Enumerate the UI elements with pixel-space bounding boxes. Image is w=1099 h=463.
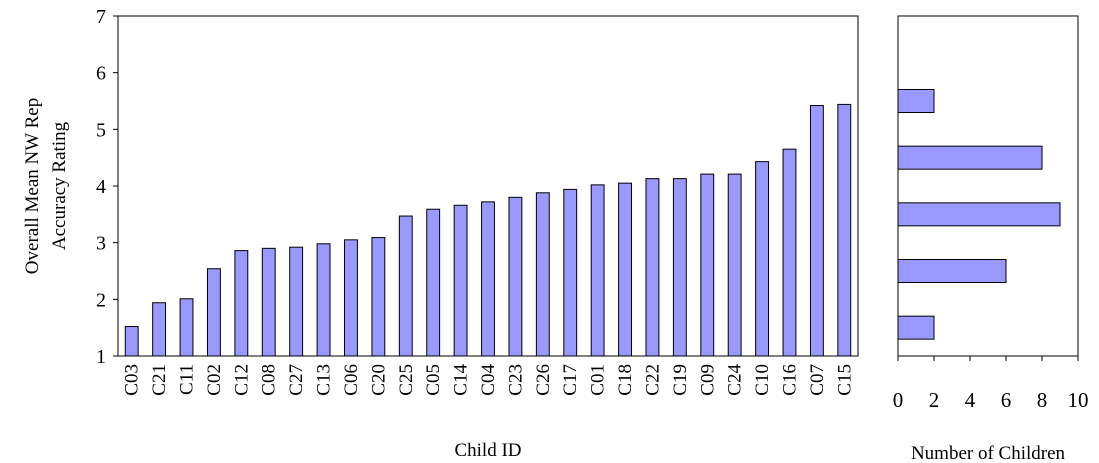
bar: [837, 103, 852, 357]
bar: [755, 161, 770, 357]
bar: [645, 178, 660, 357]
bar: [152, 302, 167, 357]
histogram-bar: [897, 145, 1043, 170]
x-tick-label: C08: [259, 364, 280, 396]
x-tick-label: C16: [779, 364, 800, 396]
bar: [261, 247, 276, 357]
histogram-x-tick-label: 6: [1001, 388, 1012, 412]
bar: [344, 239, 358, 357]
histogram-x-axis-label: Number of Children: [911, 443, 1066, 463]
x-tick-label: C09: [697, 364, 718, 396]
y-tick-label: 2: [96, 289, 106, 311]
x-tick-label: C03: [122, 364, 143, 396]
x-tick-label: C24: [725, 364, 746, 396]
x-tick-label: C26: [533, 364, 554, 396]
bar: [234, 250, 249, 357]
histogram-panel: 0 2 4 6 8 10 Number of Children: [893, 15, 1089, 463]
x-tick-label: C19: [670, 364, 691, 396]
x-tick-label: C02: [204, 364, 225, 396]
bar-chart-panel: 1 2 3 4 5 6 7 C03 C21 C11 C02 C12 C08 C27 C13 C06 C20 C2…: [22, 6, 859, 461]
histogram-x-tick-label: 10: [1068, 388, 1089, 412]
bar: [179, 298, 194, 357]
bar: [672, 178, 687, 357]
x-tick-label: C10: [752, 364, 773, 396]
bar-series: [124, 103, 852, 357]
x-tick-label: C04: [478, 364, 499, 396]
bar: [453, 204, 468, 357]
bar: [508, 196, 523, 357]
y-axis-label-line-1: Overall Mean NW Rep: [22, 98, 43, 274]
x-tick-label: C05: [423, 364, 444, 396]
x-tick-label: C07: [807, 364, 828, 396]
histogram-bar: [897, 202, 1061, 227]
bar: [535, 192, 550, 357]
histogram-x-axis-ticks: 0 2 4 6 8 10: [893, 356, 1089, 412]
y-tick-label: 1: [96, 346, 106, 368]
bar: [371, 237, 386, 357]
y-tick-label: 5: [96, 119, 106, 141]
x-tick-label: C22: [642, 364, 663, 396]
bar: [289, 246, 304, 357]
y-axis-ticks: 1 2 3 4 5 6 7: [96, 6, 118, 368]
y-tick-label: 6: [96, 63, 106, 85]
y-tick-label: 3: [96, 233, 106, 255]
x-tick-label: C20: [368, 364, 389, 396]
x-tick-label: C06: [341, 364, 362, 396]
bar: [782, 148, 797, 357]
x-tick-label: C12: [231, 364, 252, 396]
bar: [316, 243, 331, 357]
x-tick-label: C21: [149, 364, 170, 396]
bar: [206, 268, 221, 357]
bar: [590, 184, 605, 357]
x-tick-label: C18: [615, 364, 636, 396]
x-tick-label: C01: [588, 364, 609, 396]
bar: [700, 173, 715, 357]
bar: [426, 208, 441, 357]
x-tick-label: C17: [560, 364, 581, 396]
x-axis-ticks: C03 C21 C11 C02 C12 C08 C27 C13 C06 C20 C25 C05 C14 C…: [122, 364, 856, 396]
bar: [124, 326, 139, 357]
x-tick-label: C25: [396, 364, 417, 396]
histogram-bars: [897, 89, 1061, 340]
bar: [618, 182, 632, 357]
histogram-x-tick-label: 2: [929, 388, 940, 412]
bar: [481, 201, 495, 357]
histogram-x-tick-label: 0: [893, 388, 904, 412]
bar: [398, 215, 413, 357]
x-tick-label: C13: [314, 364, 335, 396]
y-tick-label: 7: [96, 6, 106, 28]
histogram-bar: [897, 315, 935, 340]
x-tick-label: C23: [505, 364, 526, 396]
x-tick-label: C14: [451, 364, 472, 396]
bar: [727, 173, 742, 357]
x-tick-label: C15: [834, 364, 855, 396]
bar: [809, 105, 824, 357]
histogram-x-tick-label: 8: [1037, 388, 1048, 412]
histogram-bar: [897, 89, 935, 113]
x-tick-label: C11: [177, 364, 198, 395]
y-tick-label: 4: [96, 176, 106, 198]
histogram-bar: [897, 259, 1007, 283]
bar: [563, 188, 578, 357]
histogram-x-tick-label: 4: [965, 388, 976, 412]
y-axis-label-line-2: Accuracy Rating: [49, 121, 70, 250]
x-tick-label: C27: [286, 364, 307, 396]
histogram-plot-area: [897, 15, 1079, 357]
x-axis-label: Child ID: [454, 440, 521, 461]
